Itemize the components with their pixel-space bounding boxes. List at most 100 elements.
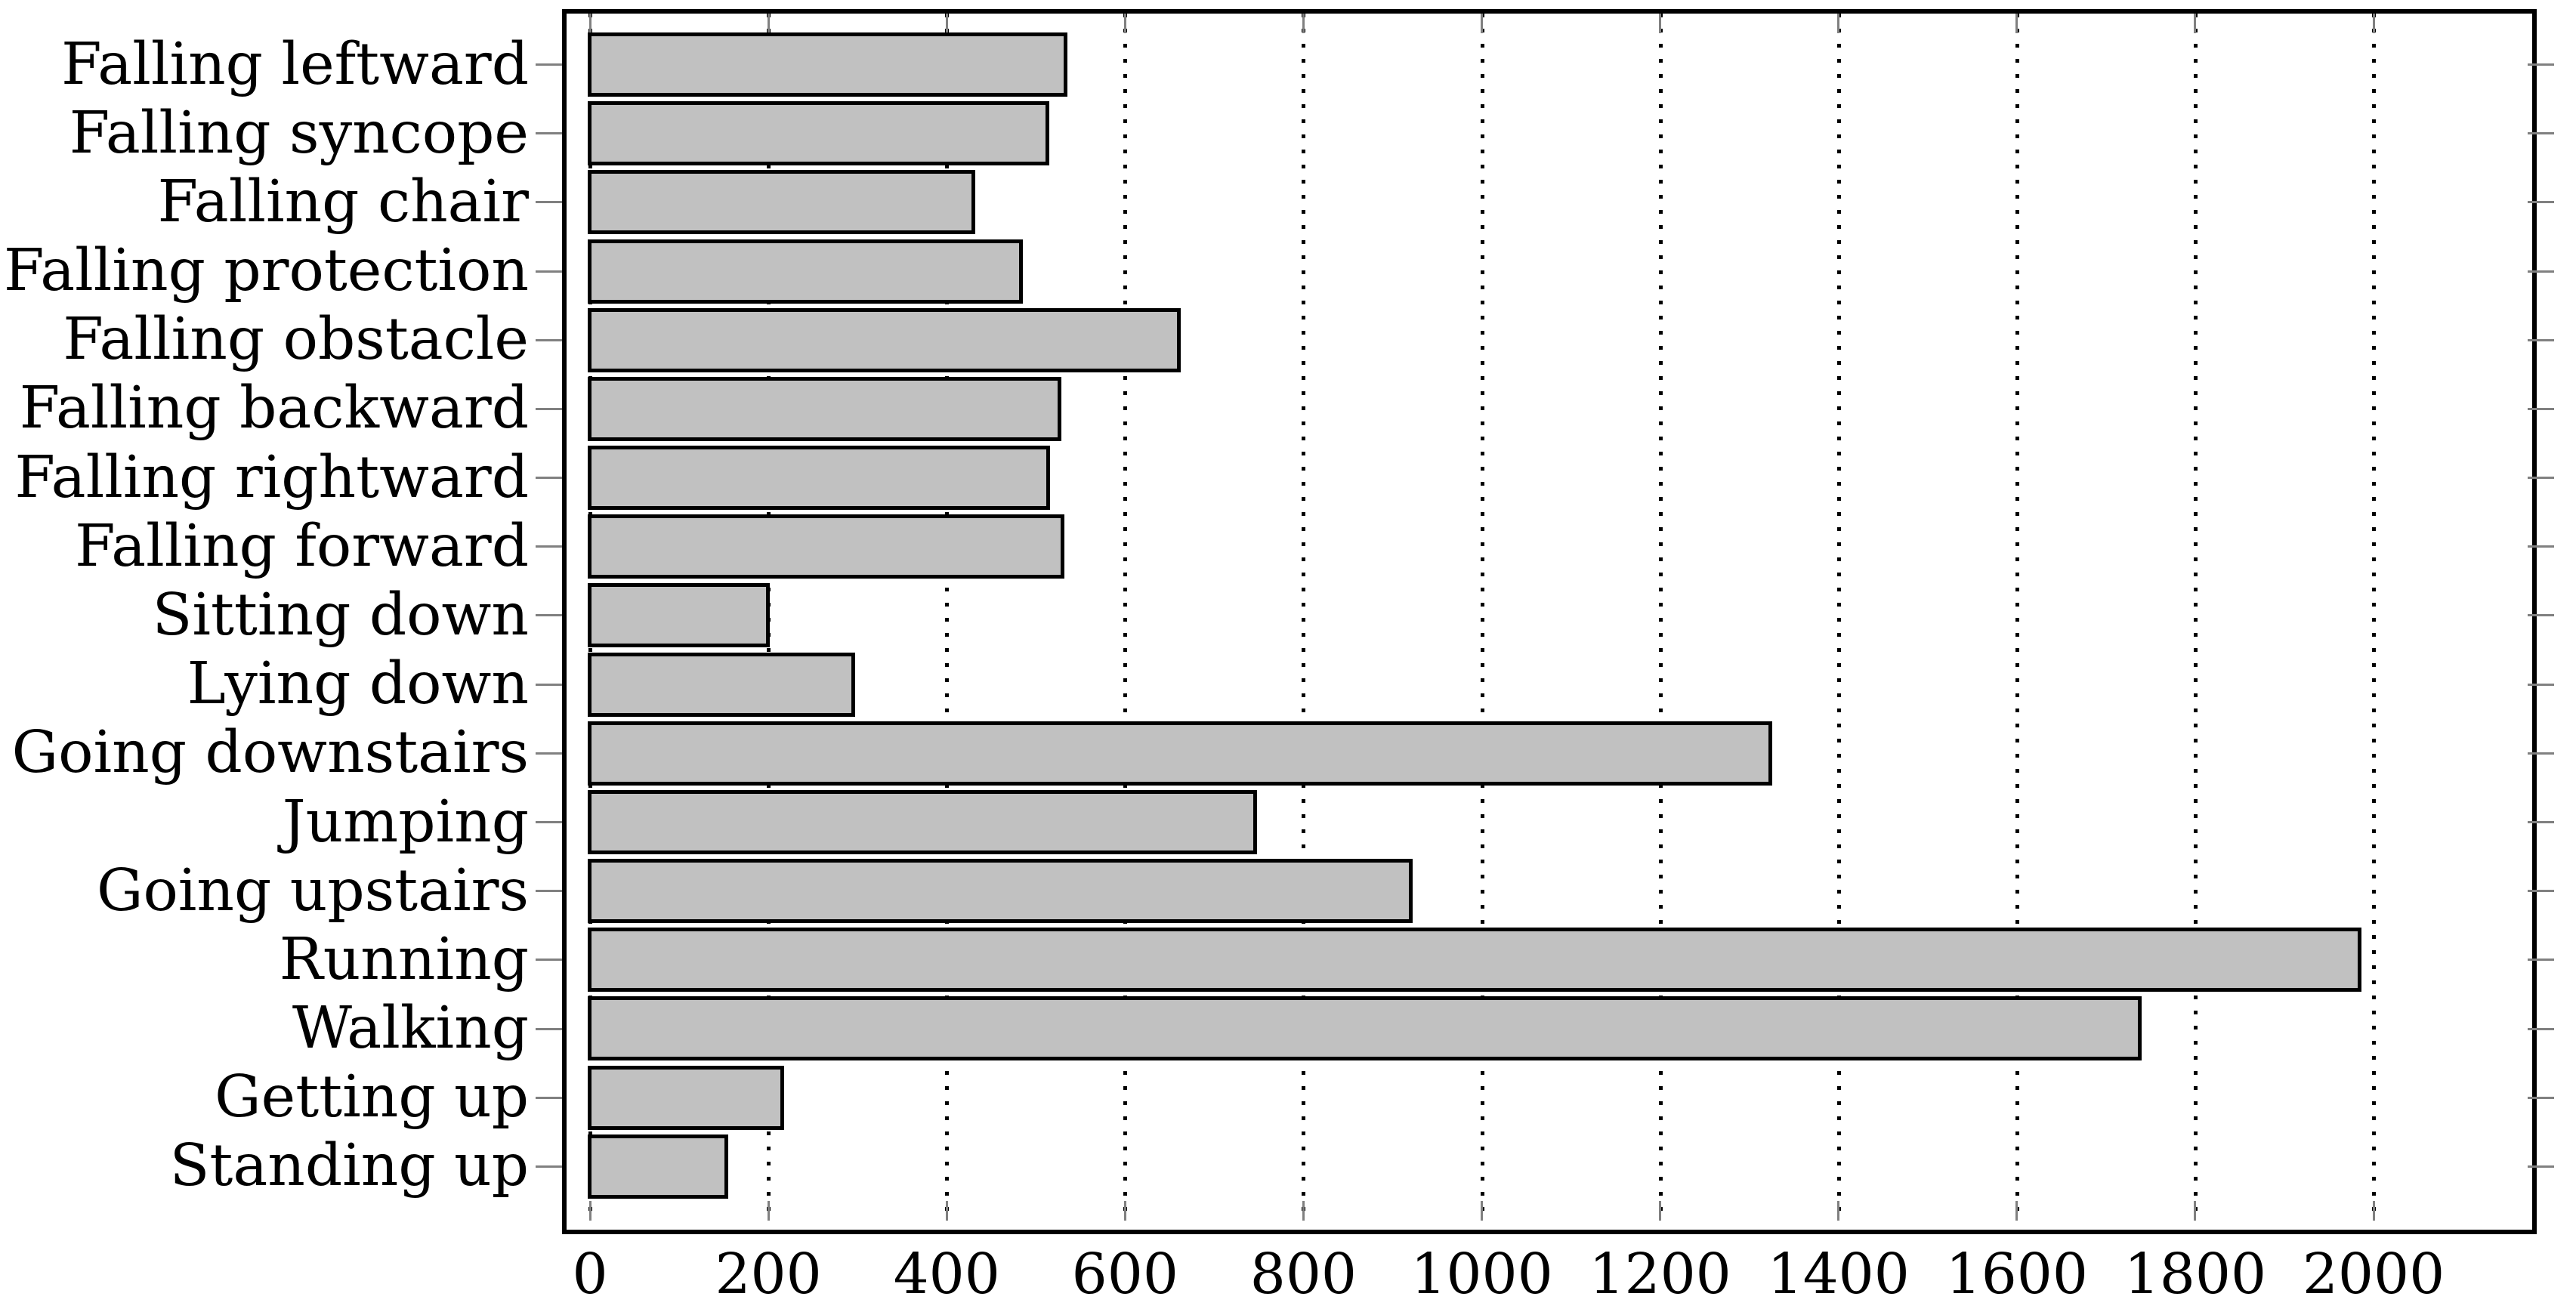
y-label-lying-down: Lying down [187, 650, 529, 718]
x-tick-label-0: 0 [572, 1242, 608, 1307]
x-tick-label-400: 400 [893, 1242, 1000, 1307]
gridline-1000 [1480, 14, 1484, 1221]
x-tick-bottom-1200 [1659, 1201, 1662, 1221]
y-label-going-upstairs: Going upstairs [96, 857, 529, 925]
x-tick-top-800 [1302, 14, 1305, 33]
y-tick-right-falling-protection [2528, 270, 2554, 273]
y-tick-right-falling-rightward [2528, 477, 2554, 480]
y-tick-right-running [2528, 959, 2554, 962]
y-label-getting-up: Getting up [215, 1063, 529, 1131]
x-tick-top-1000 [1481, 14, 1483, 33]
bar-standing-up [588, 1134, 728, 1199]
y-tick-right-sitting-down [2528, 614, 2554, 617]
gridline-1800 [2193, 14, 2198, 1221]
x-tick-bottom-1000 [1481, 1201, 1483, 1221]
y-tick-left-falling-backward [536, 407, 562, 410]
x-tick-top-2000 [2372, 14, 2375, 33]
y-tick-right-falling-chair [2528, 201, 2554, 204]
x-tick-top-1400 [1837, 14, 1840, 33]
plot-area [562, 9, 2537, 1234]
y-label-falling-syncope: Falling syncope [69, 99, 529, 167]
x-tick-label-200: 200 [715, 1242, 822, 1307]
bar-falling-syncope [588, 101, 1049, 166]
gridline-1400 [1836, 14, 1841, 1221]
y-tick-left-standing-up [536, 1165, 562, 1168]
x-tick-label-1200: 1200 [1589, 1242, 1731, 1307]
y-label-falling-protection: Falling protection [4, 237, 529, 305]
bar-going-downstairs [588, 721, 1772, 786]
x-tick-bottom-800 [1302, 1201, 1305, 1221]
gridline-400 [945, 14, 950, 1221]
gridline-1600 [2015, 14, 2019, 1221]
y-tick-left-falling-obstacle [536, 338, 562, 341]
x-tick-label-1600: 1600 [1945, 1242, 2088, 1307]
y-label-walking: Walking [292, 995, 529, 1063]
bars-layer [567, 14, 2532, 1230]
y-tick-right-jumping [2528, 821, 2554, 824]
y-tick-left-falling-chair [536, 201, 562, 204]
y-tick-left-lying-down [536, 683, 562, 686]
x-tick-label-600: 600 [1071, 1242, 1178, 1307]
x-tick-bottom-1800 [2194, 1201, 2197, 1221]
y-tick-left-getting-up [536, 1096, 562, 1099]
bar-lying-down [588, 652, 856, 717]
y-label-falling-rightward: Falling rightward [14, 443, 529, 511]
gridline-600 [1123, 14, 1128, 1221]
y-label-falling-leftward: Falling leftward [61, 30, 529, 98]
y-tick-left-sitting-down [536, 614, 562, 617]
bar-falling-chair [588, 170, 975, 235]
y-tick-left-going-downstairs [536, 752, 562, 755]
gridline-800 [1302, 14, 1306, 1221]
x-tick-label-1400: 1400 [1767, 1242, 1910, 1307]
bar-walking [588, 996, 2142, 1061]
x-tick-label-1000: 1000 [1410, 1242, 1553, 1307]
bar-falling-rightward [588, 446, 1050, 511]
y-label-falling-chair: Falling chair [157, 168, 529, 236]
bar-running [588, 928, 2362, 992]
bar-falling-forward [588, 514, 1064, 579]
y-tick-left-falling-rightward [536, 477, 562, 480]
x-tick-label-2000: 2000 [2302, 1242, 2445, 1307]
y-tick-left-falling-leftward [536, 63, 562, 66]
y-tick-left-falling-forward [536, 545, 562, 548]
y-label-falling-backward: Falling backward [19, 375, 529, 443]
axis-tick-marks-layer [567, 14, 2532, 1230]
x-tick-label-1800: 1800 [2124, 1242, 2267, 1307]
x-tick-top-1600 [2015, 14, 2018, 33]
y-tick-left-falling-syncope [536, 132, 562, 135]
y-tick-right-falling-obstacle [2528, 338, 2554, 341]
y-tick-left-falling-protection [536, 270, 562, 273]
x-tick-top-600 [1123, 14, 1126, 33]
y-tick-left-walking [536, 1027, 562, 1030]
y-label-jumping: Jumping [282, 788, 529, 856]
y-tick-right-walking [2528, 1027, 2554, 1030]
x-tick-top-1800 [2194, 14, 2197, 33]
y-label-sitting-down: Sitting down [152, 581, 529, 649]
bar-going-upstairs [588, 859, 1413, 924]
bar-falling-obstacle [588, 307, 1181, 372]
x-tick-bottom-600 [1123, 1201, 1126, 1221]
y-label-falling-obstacle: Falling obstacle [63, 306, 529, 374]
gridline-2000 [2372, 14, 2376, 1221]
y-tick-right-falling-backward [2528, 407, 2554, 410]
x-tick-bottom-1400 [1837, 1201, 1840, 1221]
x-tick-top-0 [588, 14, 591, 33]
x-tick-bottom-2000 [2372, 1201, 2375, 1221]
x-tick-top-1200 [1659, 14, 1662, 33]
bar-jumping [588, 789, 1257, 854]
x-tick-bottom-400 [945, 1201, 948, 1221]
bar-falling-leftward [588, 32, 1068, 97]
y-label-standing-up: Standing up [169, 1132, 529, 1200]
y-tick-right-standing-up [2528, 1165, 2554, 1168]
y-label-running: Running [279, 925, 529, 993]
bar-falling-backward [588, 376, 1062, 441]
bar-sitting-down [588, 583, 771, 648]
y-tick-left-going-upstairs [536, 890, 562, 893]
x-tick-bottom-1600 [2015, 1201, 2018, 1221]
y-tick-right-lying-down [2528, 683, 2554, 686]
y-tick-right-falling-leftward [2528, 63, 2554, 66]
x-tick-bottom-200 [767, 1201, 770, 1221]
y-tick-left-running [536, 959, 562, 962]
y-label-falling-forward: Falling forward [75, 512, 529, 580]
